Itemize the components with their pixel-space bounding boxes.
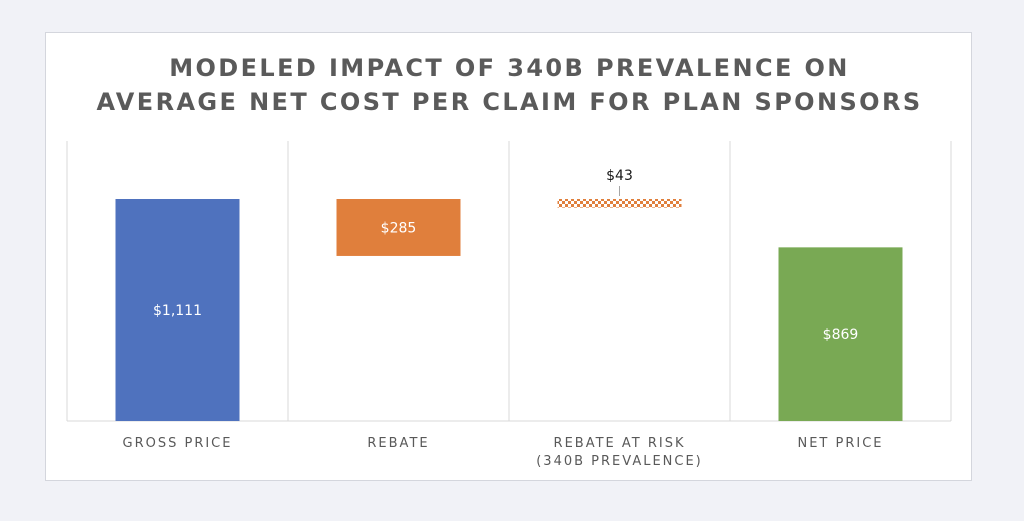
chart-title: MODELED IMPACT OF 340B PREVALENCE ON AVE… bbox=[46, 51, 973, 119]
bar-4 bbox=[778, 247, 903, 421]
bar-2 bbox=[336, 199, 461, 256]
bar-1 bbox=[115, 199, 240, 421]
bar-3 bbox=[557, 199, 682, 208]
waterfall-chart: $1,111 GROSS PRICE $285 REBATE $43 REBATE AT … bbox=[66, 141, 952, 469]
chart-title-line-1: MODELED IMPACT OF 340B PREVALENCE ON bbox=[169, 54, 850, 82]
x-tick-label: (340B PREVALENCE) bbox=[536, 454, 703, 469]
x-tick-label: REBATE bbox=[367, 436, 429, 451]
data-label-1: $1,111 bbox=[153, 303, 202, 319]
data-label-3: $43 bbox=[606, 168, 633, 184]
x-tick-label: NET PRICE bbox=[797, 436, 883, 451]
x-tick-label: REBATE AT RISK bbox=[554, 436, 686, 451]
x-tick-label: GROSS PRICE bbox=[123, 436, 233, 451]
data-label-2: $285 bbox=[381, 220, 417, 236]
chart-title-line-2: AVERAGE NET COST PER CLAIM FOR PLAN SPON… bbox=[96, 88, 923, 116]
data-label-4: $869 bbox=[823, 327, 859, 343]
chart-card: MODELED IMPACT OF 340B PREVALENCE ON AVE… bbox=[45, 32, 972, 481]
